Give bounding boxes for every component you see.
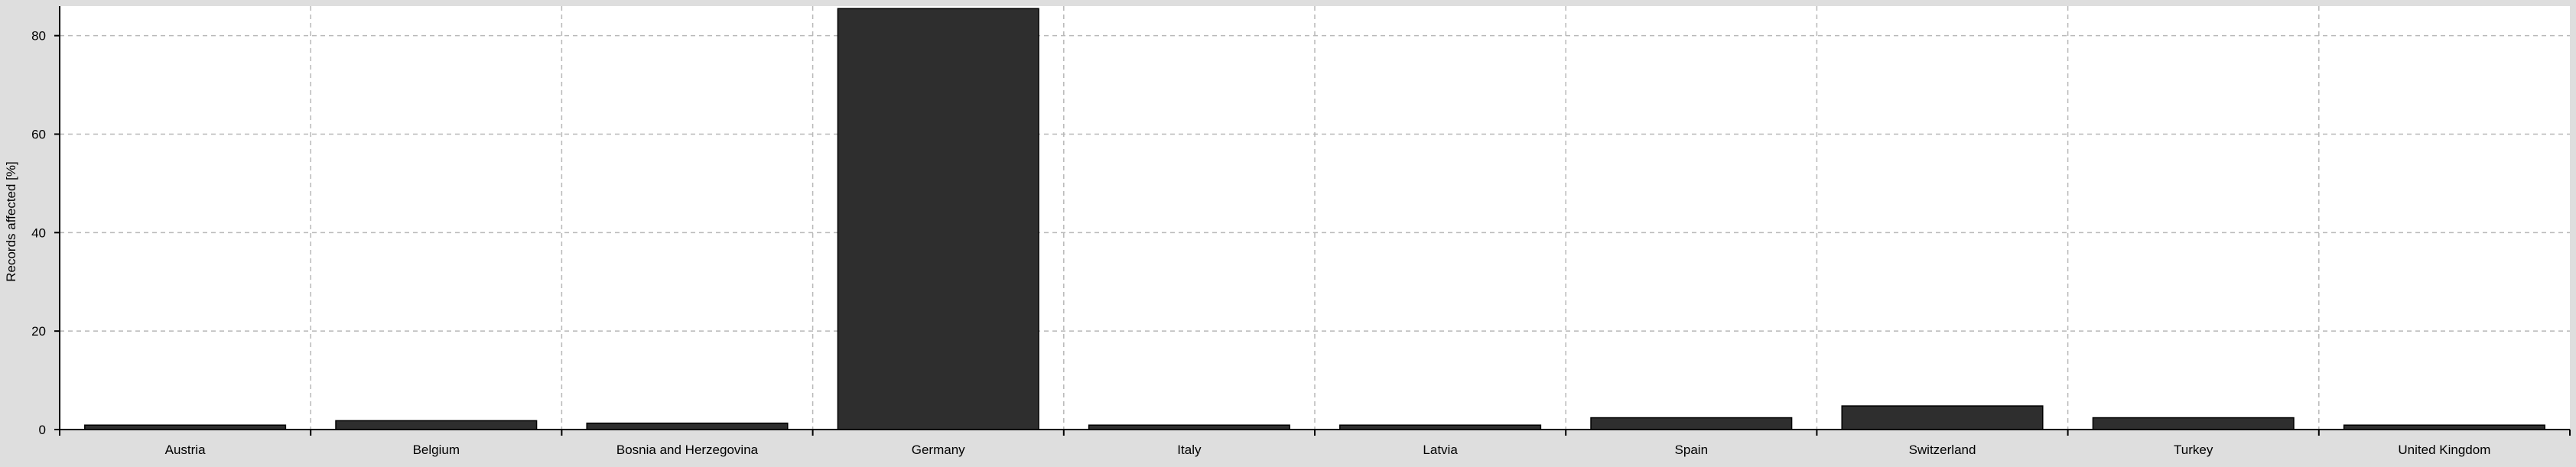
tick-labels: 0 20 40 60 80 Austria Belgium Bosnia and Herzeg… bbox=[31, 29, 2490, 457]
axes bbox=[54, 6, 2571, 436]
bars bbox=[84, 8, 2545, 430]
x-tick-label-austria: Austria bbox=[165, 443, 206, 457]
bar-switzerland bbox=[1841, 405, 2044, 430]
x-tick-label-spain: Spain bbox=[1675, 443, 1708, 457]
y-axis-label: Records affected [%] bbox=[4, 161, 18, 282]
x-tick-label-united-kingdom: United Kingdom bbox=[2398, 443, 2490, 457]
x-tick-label-latvia: Latvia bbox=[1423, 443, 1458, 457]
y-tick-label-20: 20 bbox=[31, 324, 46, 339]
x-tick-label-bosnia-and-herzegovina: Bosnia and Herzegovina bbox=[616, 443, 759, 457]
y-tick-label-0: 0 bbox=[39, 423, 46, 437]
x-tick-label-turkey: Turkey bbox=[2174, 443, 2213, 457]
x-tick-label-belgium: Belgium bbox=[413, 443, 460, 457]
bar-belgium bbox=[335, 420, 538, 430]
grid-lines bbox=[60, 6, 2570, 430]
x-tick-label-italy: Italy bbox=[1177, 443, 1202, 457]
bar-turkey bbox=[2092, 417, 2295, 430]
y-tick-label-60: 60 bbox=[31, 127, 46, 141]
x-tick-label-germany: Germany bbox=[912, 443, 965, 457]
bar-germany bbox=[837, 8, 1039, 430]
y-tick-label-80: 80 bbox=[31, 29, 46, 44]
y-tick-label-40: 40 bbox=[31, 225, 46, 240]
bar-bosnia-and-herzegovina bbox=[586, 422, 789, 430]
x-tick-label-switzerland: Switzerland bbox=[1909, 443, 1976, 457]
bar-spain bbox=[1590, 417, 1793, 430]
